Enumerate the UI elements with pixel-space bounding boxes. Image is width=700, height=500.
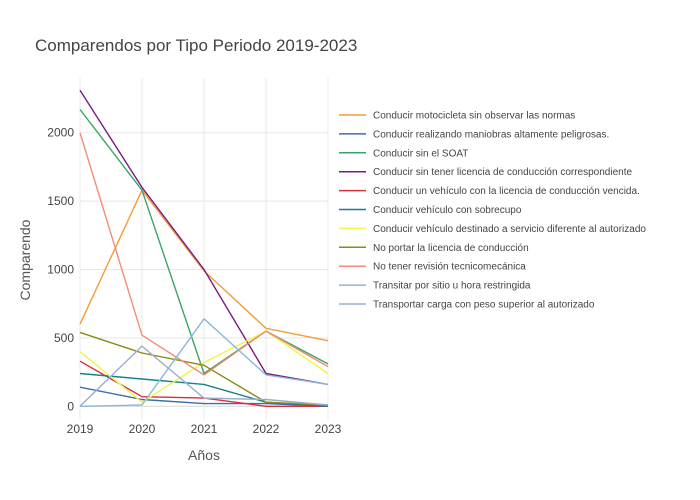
x-axis-ticks: 2019 2020 2021 2022 2023 — [67, 422, 342, 436]
legend-item[interactable]: Transportar carga con peso superior al a… — [339, 300, 595, 311]
series-group — [79, 89, 329, 407]
chart-title: Comparendos por Tipo Periodo 2019-2023 — [35, 36, 357, 55]
legend-item[interactable]: Conducir sin el SOAT — [339, 148, 468, 159]
x-axis-title: Años — [188, 447, 220, 463]
y-tick-label: 1500 — [47, 194, 74, 208]
grid — [79, 78, 329, 420]
legend-label: Conducir vehículo destinado a servicio d… — [373, 224, 646, 235]
legend-item[interactable]: Conducir vehículo con sobrecupo — [339, 205, 522, 216]
legend-label: Transportar carga con peso superior al a… — [373, 300, 595, 311]
legend-label: Conducir realizando maniobras altamente … — [373, 129, 609, 140]
series-line — [79, 189, 329, 342]
series-line — [79, 331, 329, 406]
y-axis-ticks: 0 500 1000 1500 2000 — [47, 126, 74, 414]
legend-item[interactable]: Conducir un vehículo con la licencia de … — [339, 186, 640, 197]
legend-label: Transitar por sitio u hora restringida — [373, 281, 531, 292]
y-tick-label: 1000 — [47, 263, 74, 277]
legend-label: Conducir sin tener licencia de conducció… — [373, 167, 632, 178]
x-tick-label: 2023 — [315, 422, 342, 436]
x-tick-label: 2019 — [67, 422, 94, 436]
series-line — [79, 386, 329, 407]
y-axis-title: Comparendo — [17, 219, 33, 300]
legend-label: Conducir sin el SOAT — [373, 148, 468, 159]
x-tick-label: 2021 — [191, 422, 218, 436]
legend-label: No tener revisión tecnicomecánica — [373, 262, 526, 273]
legend-label: Conducir vehículo con sobrecupo — [373, 205, 522, 216]
series-line — [79, 330, 329, 403]
legend-item[interactable]: No portar la licencia de conducción — [339, 243, 529, 254]
legend-item[interactable]: Conducir realizando maniobras altamente … — [339, 129, 609, 140]
y-tick-label: 2000 — [47, 126, 74, 140]
legend-item[interactable]: Conducir motocicleta sin observar las no… — [339, 111, 575, 122]
legend: Conducir motocicleta sin observar las no… — [339, 111, 646, 311]
y-tick-label: 500 — [54, 331, 74, 345]
x-tick-label: 2022 — [253, 422, 280, 436]
legend-label: No portar la licencia de conducción — [373, 243, 529, 254]
y-tick-label: 0 — [67, 399, 74, 413]
legend-item[interactable]: No tener revisión tecnicomecánica — [339, 262, 526, 273]
series-line — [79, 89, 329, 386]
legend-item[interactable]: Conducir vehículo destinado a servicio d… — [339, 224, 646, 235]
legend-label: Conducir motocicleta sin observar las no… — [373, 111, 575, 122]
x-tick-label: 2020 — [129, 422, 156, 436]
legend-label: Conducir un vehículo con la licencia de … — [373, 186, 640, 197]
series-line — [79, 345, 329, 407]
series-line — [79, 109, 329, 375]
legend-item[interactable]: Transitar por sitio u hora restringida — [339, 281, 531, 292]
series-line — [79, 318, 329, 407]
legend-item[interactable]: Conducir sin tener licencia de conducció… — [339, 167, 632, 178]
series-line — [79, 132, 329, 376]
